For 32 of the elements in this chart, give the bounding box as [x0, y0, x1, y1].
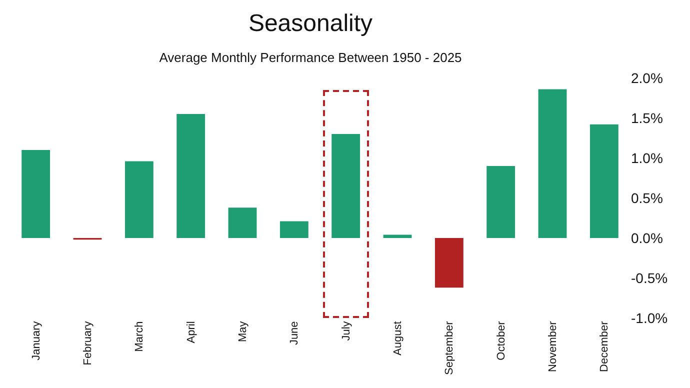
- x-tick-label: July: [340, 320, 352, 341]
- y-tick-label: 2.0%: [631, 70, 663, 86]
- y-tick-label: 1.0%: [631, 150, 663, 166]
- x-tick-label: June: [288, 321, 301, 346]
- x-tick-label: February: [82, 320, 94, 366]
- bar: [538, 89, 567, 238]
- x-tick-label: March: [134, 321, 146, 352]
- bar: [228, 208, 257, 238]
- bar: [332, 134, 360, 238]
- bar: [176, 114, 206, 238]
- bar: [383, 234, 412, 238]
- bar: [22, 150, 50, 238]
- y-tick-label: 0.5%: [631, 190, 663, 206]
- y-tick-label: 1.5%: [631, 110, 663, 126]
- bar: [124, 161, 154, 238]
- x-tick-label: April: [185, 321, 198, 344]
- x-tick-label: September: [444, 320, 456, 376]
- bar: [590, 124, 618, 238]
- x-tick-label: October: [495, 320, 508, 360]
- chart-subtitle: Average Monthly Performance Between 1950 - 2025: [159, 50, 462, 66]
- chart-title: Seasonality: [248, 10, 373, 38]
- y-tick-label: 0.0%: [631, 230, 663, 246]
- x-tick-label: August: [392, 321, 404, 356]
- y-tick-label: -1.0%: [631, 310, 668, 326]
- x-tick-label: May: [237, 320, 250, 342]
- x-tick-label: December: [598, 320, 611, 372]
- bar: [280, 221, 308, 238]
- x-tick-label: January: [30, 320, 42, 360]
- y-tick-label: -0.5%: [631, 270, 668, 286]
- bar: [434, 238, 464, 288]
- x-tick-label: November: [547, 320, 560, 372]
- bar: [486, 166, 516, 238]
